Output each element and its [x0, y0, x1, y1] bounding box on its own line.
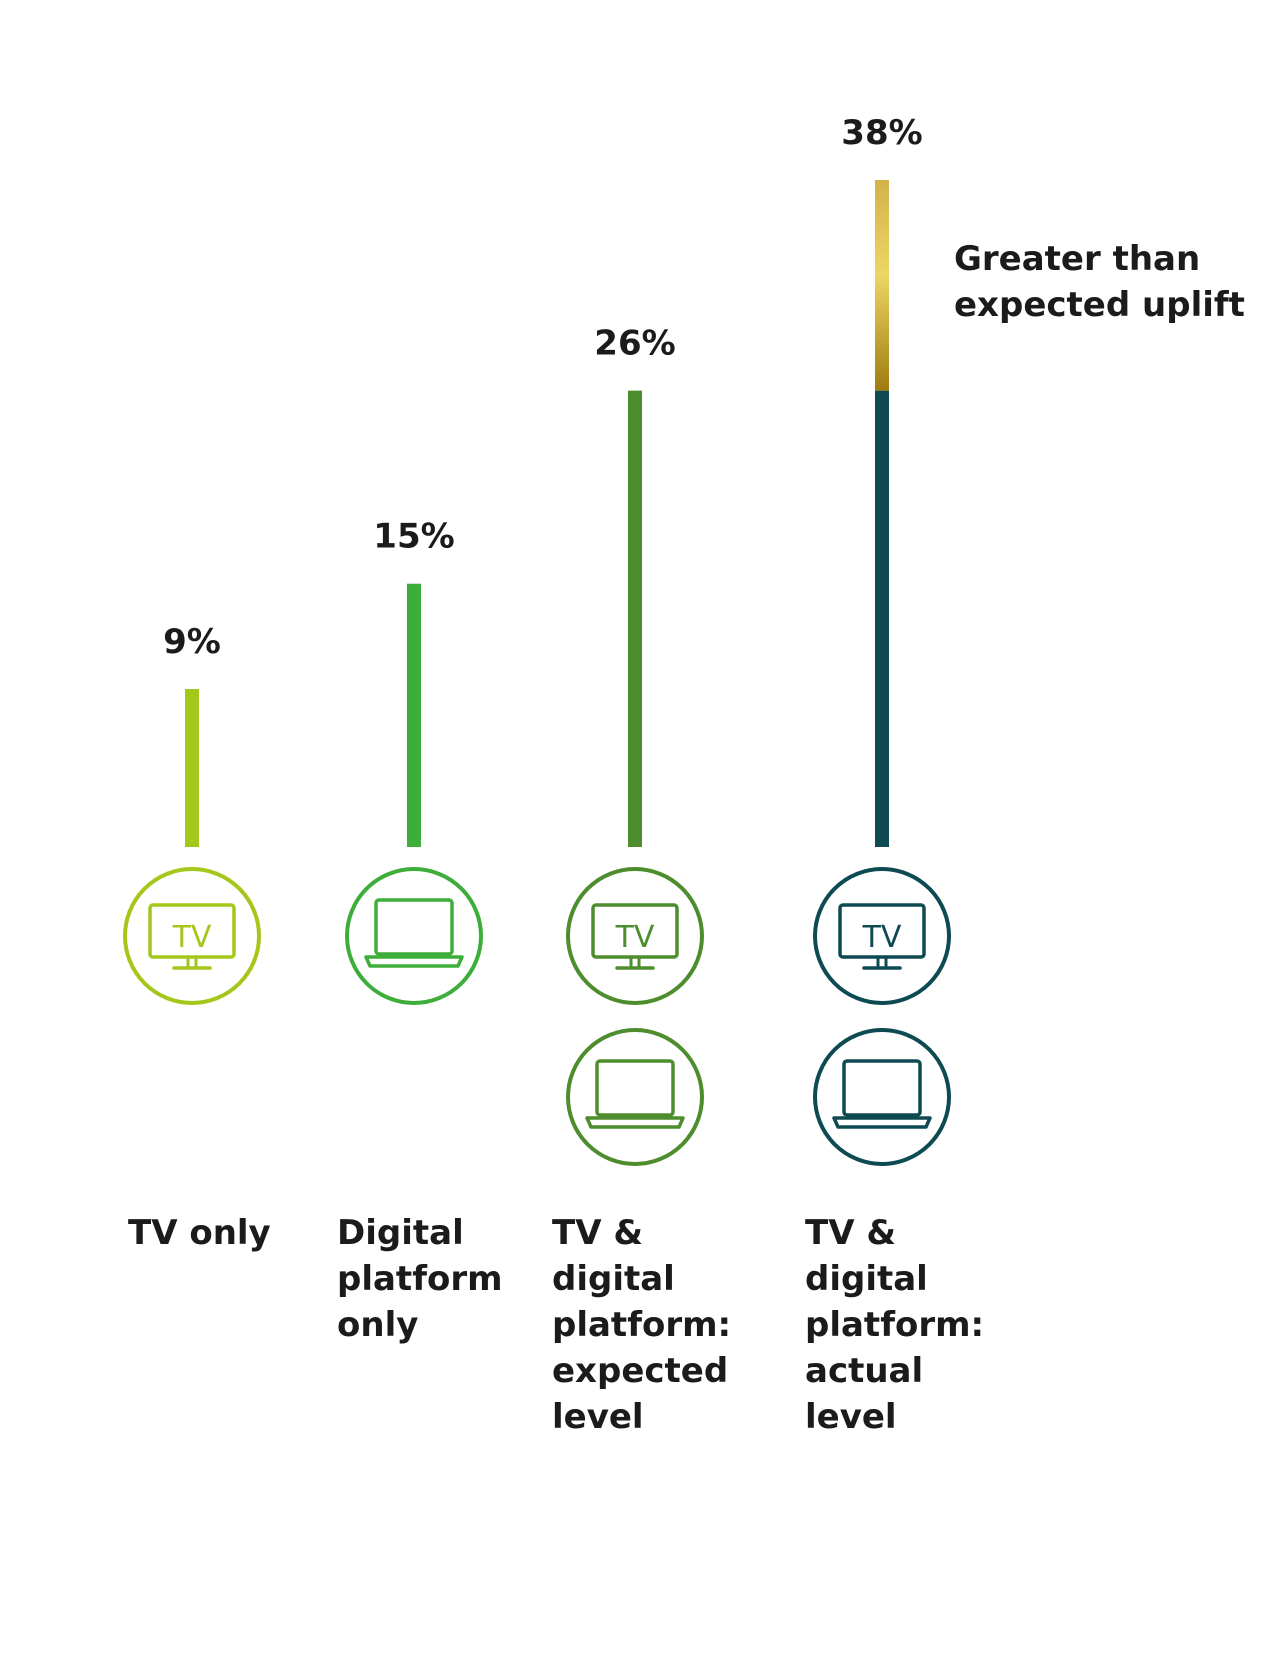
bar-3 — [628, 390, 642, 847]
uplift-bar-segment — [875, 180, 889, 391]
laptop-icon-3 — [566, 1028, 704, 1166]
icons-group: TV TV TV — [123, 867, 951, 1166]
bar-4 — [875, 390, 889, 847]
uplift-annotation-line-2: expected uplift — [954, 285, 1245, 325]
tv-icon-text: TV — [172, 920, 212, 955]
laptop-icon-2 — [345, 867, 483, 1005]
tv-icon-text: TV — [862, 920, 902, 955]
bars-group: 9% 15% 26% 38% — [163, 113, 923, 847]
category-label-actual-level: TV & digital platform: actual level — [805, 1213, 985, 1437]
laptop-icon-4 — [813, 1028, 951, 1166]
value-label-2: 15% — [373, 517, 454, 557]
bar-1 — [185, 689, 199, 847]
category-label-expected-level: TV & digital platform: expected level — [552, 1213, 732, 1437]
category-label-tv-only: TV only — [128, 1213, 271, 1253]
tv-icon-text: TV — [615, 920, 655, 955]
value-label-1: 9% — [163, 622, 221, 662]
tv-icon-1: TV — [123, 867, 261, 1005]
tv-icon-4: TV — [813, 867, 951, 1005]
uplift-annotation-line-1: Greater than — [954, 239, 1200, 279]
value-label-3: 26% — [594, 324, 675, 364]
tv-icon-3: TV — [566, 867, 704, 1005]
value-label-4: 38% — [841, 113, 922, 153]
bar-2 — [407, 583, 421, 847]
category-label-digital-only: Digital platform only — [337, 1213, 503, 1345]
